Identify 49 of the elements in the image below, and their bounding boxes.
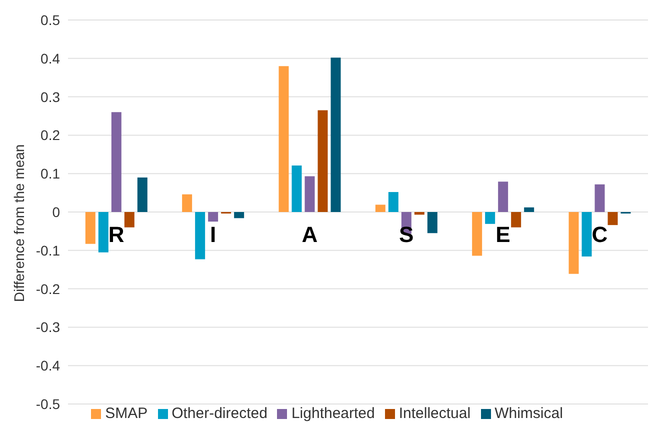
y-tick-label: 0.5	[40, 12, 60, 28]
y-tick-label: 0.1	[40, 166, 60, 182]
y-tick-label: 0	[52, 204, 60, 220]
y-axis-title: Difference from the mean	[10, 144, 27, 302]
x-tick-label: E	[496, 222, 510, 247]
bar	[594, 184, 605, 212]
legend-label: Other-directed	[172, 405, 268, 422]
y-tick-label: 0.3	[40, 88, 60, 105]
bar	[414, 212, 424, 215]
bar	[427, 212, 438, 234]
bar	[234, 212, 244, 218]
bar	[182, 194, 192, 212]
y-tick-label: -0.1	[36, 242, 60, 258]
legend-label: Whimsical	[494, 405, 563, 422]
bar	[608, 212, 618, 226]
bar	[124, 212, 134, 228]
bar	[304, 176, 315, 212]
x-tick-label: A	[302, 222, 318, 247]
legend-label: SMAP	[105, 405, 148, 422]
bar	[85, 212, 96, 244]
bar	[318, 110, 328, 212]
legend-label: Intellectual	[398, 405, 471, 422]
y-tick-label: -0.5	[36, 396, 60, 412]
bar	[208, 212, 218, 222]
bar	[278, 66, 289, 212]
bar	[524, 207, 534, 212]
x-tick-label: R	[108, 222, 124, 247]
bar	[498, 182, 508, 212]
y-tick-label: -0.2	[36, 280, 60, 297]
bar	[485, 212, 496, 224]
bar	[511, 212, 522, 228]
bar	[375, 204, 386, 212]
legend-label: Lighthearted	[291, 405, 375, 422]
bar	[111, 112, 122, 212]
bar	[472, 212, 482, 256]
x-tick-label: C	[592, 222, 608, 247]
bar	[568, 212, 579, 274]
x-tick-label: I	[210, 222, 216, 247]
y-tick-label: -0.4	[36, 358, 60, 374]
bar	[330, 58, 341, 212]
bar	[98, 212, 108, 252]
bar	[195, 212, 206, 260]
bar	[292, 166, 302, 212]
y-tick-label: -0.3	[36, 319, 60, 336]
y-tick-label: 0.4	[40, 50, 60, 66]
bar	[582, 212, 592, 257]
bar	[137, 177, 148, 212]
y-tick-label: 0.2	[40, 127, 60, 144]
bar	[388, 192, 398, 212]
